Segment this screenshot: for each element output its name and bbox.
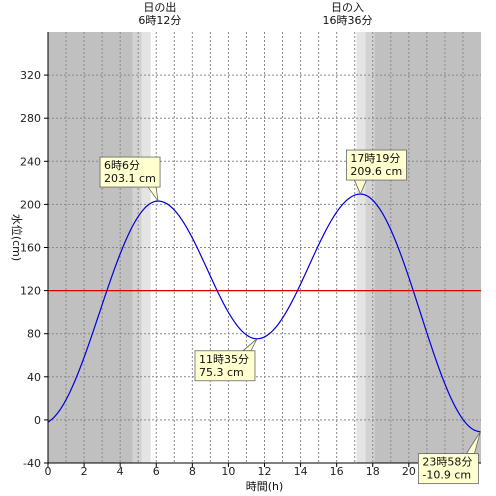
- y-axis-label: 水位(cm): [10, 214, 24, 261]
- twilight-band: [141, 32, 151, 463]
- callout-box: [99, 156, 161, 188]
- extremum-callout: 23時58分-10.9 cm: [418, 431, 481, 485]
- y-tick-label: 40: [27, 371, 41, 384]
- x-tick-label: 0: [45, 465, 52, 478]
- callout-value: 209.6 cm: [350, 165, 402, 178]
- y-tick-label: 80: [27, 328, 41, 341]
- callout-value: 75.3 cm: [199, 366, 244, 379]
- callout-time: 17時19分: [350, 152, 400, 165]
- x-tick-label: 4: [117, 465, 124, 478]
- sunset-time: 16時36分: [322, 14, 372, 27]
- callout-box: [418, 453, 479, 485]
- night-band: [48, 32, 133, 463]
- x-axis-label: 時間(h): [246, 480, 284, 493]
- y-tick-label: 160: [20, 242, 41, 255]
- callout-box: [194, 350, 256, 382]
- x-tick-label: 12: [258, 465, 272, 478]
- x-tick-label: 18: [366, 465, 380, 478]
- y-tick-label: 120: [20, 285, 41, 298]
- y-tick-label: 0: [34, 414, 41, 427]
- x-tick-label: 6: [153, 465, 160, 478]
- y-tick-label: 280: [20, 112, 41, 125]
- y-tick-label: 240: [20, 155, 41, 168]
- x-tick-label: 16: [330, 465, 344, 478]
- y-tick-label: 320: [20, 69, 41, 82]
- x-tick-label: 8: [189, 465, 196, 478]
- y-tick-label: -40: [23, 457, 41, 470]
- callout-value: -10.9 cm: [422, 469, 471, 482]
- callout-value: 203.1 cm: [104, 172, 156, 185]
- callout-time: 11時35分: [199, 353, 249, 366]
- x-tick-label: 14: [294, 465, 308, 478]
- x-tick-label: 20: [402, 465, 416, 478]
- callout-box: [346, 149, 407, 181]
- x-tick-label: 2: [81, 465, 88, 478]
- x-tick-label: 10: [221, 465, 235, 478]
- y-tick-label: 200: [20, 198, 41, 211]
- callout-time: 6時6分: [104, 159, 140, 172]
- callout-time: 23時58分: [422, 456, 472, 469]
- sunset-label: 日の入: [331, 1, 364, 14]
- sunrise-time: 6時12分: [138, 14, 181, 27]
- sunrise-label: 日の出: [143, 0, 176, 14]
- twilight-band: [365, 32, 375, 463]
